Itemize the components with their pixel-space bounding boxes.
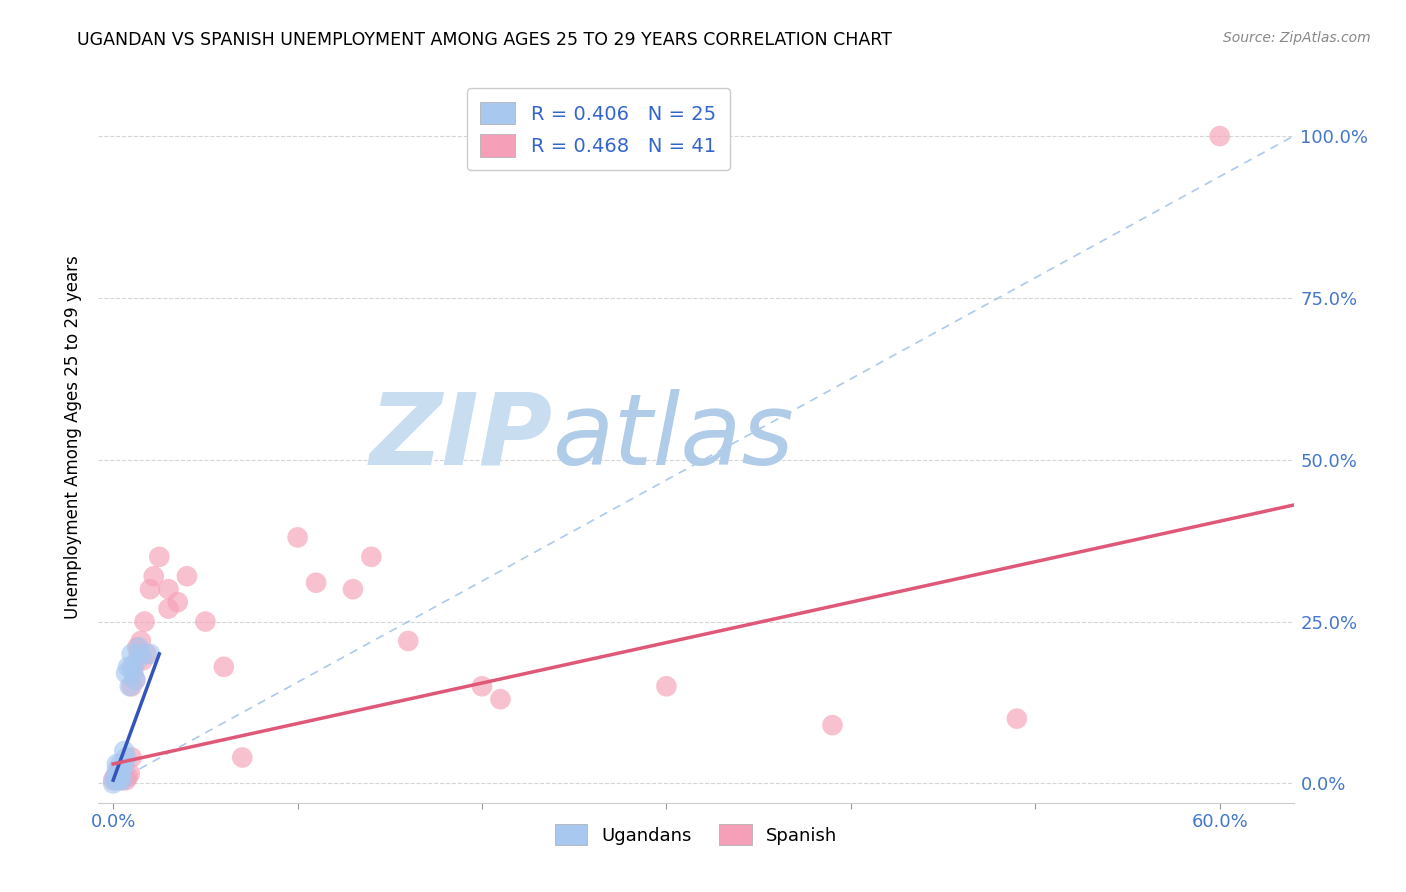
Text: Source: ZipAtlas.com: Source: ZipAtlas.com: [1223, 31, 1371, 45]
Point: [1005, 712, 1028, 726]
Point: [107, 770, 129, 784]
Point: [129, 647, 152, 661]
Point: [110, 756, 132, 771]
Point: [139, 582, 162, 597]
Point: [176, 569, 198, 583]
Point: [128, 640, 150, 655]
Point: [231, 750, 253, 764]
Point: [489, 692, 512, 706]
Point: [142, 569, 165, 583]
Point: [115, 666, 138, 681]
Point: [122, 666, 145, 681]
Point: [305, 575, 328, 590]
Point: [121, 660, 143, 674]
Point: [396, 634, 419, 648]
Point: [121, 647, 143, 661]
Point: [104, 770, 127, 784]
Point: [127, 653, 149, 667]
Point: [121, 679, 143, 693]
Text: ZIP: ZIP: [370, 389, 553, 485]
Point: [112, 770, 135, 784]
Point: [342, 582, 364, 597]
Point: [157, 601, 180, 615]
Point: [105, 756, 128, 771]
Point: [110, 770, 132, 784]
Point: [107, 773, 129, 788]
Y-axis label: Unemployment Among Ages 25 to 29 years: Unemployment Among Ages 25 to 29 years: [65, 255, 83, 619]
Point: [118, 766, 141, 780]
Point: [115, 750, 138, 764]
Point: [111, 764, 134, 778]
Point: [117, 660, 139, 674]
Point: [115, 773, 138, 788]
Point: [122, 660, 145, 674]
Point: [471, 679, 494, 693]
Point: [360, 549, 382, 564]
Point: [1209, 129, 1232, 144]
Point: [118, 679, 141, 693]
Point: [129, 634, 152, 648]
Point: [110, 766, 132, 780]
Point: [107, 764, 129, 778]
Point: [134, 615, 156, 629]
Point: [127, 640, 149, 655]
Point: [135, 647, 157, 661]
Point: [111, 773, 134, 788]
Point: [104, 773, 127, 788]
Text: atlas: atlas: [553, 389, 794, 485]
Point: [101, 773, 124, 788]
Point: [128, 647, 150, 661]
Point: [212, 660, 235, 674]
Point: [139, 647, 162, 661]
Point: [121, 750, 143, 764]
Point: [148, 549, 170, 564]
Point: [112, 744, 135, 758]
Point: [101, 776, 124, 790]
Point: [157, 582, 180, 597]
Point: [287, 530, 309, 544]
Point: [105, 764, 128, 778]
Legend: Ugandans, Spanish: Ugandans, Spanish: [547, 817, 845, 852]
Point: [117, 770, 139, 784]
Point: [131, 653, 153, 667]
Point: [124, 673, 146, 687]
Point: [194, 615, 217, 629]
Point: [111, 773, 134, 788]
Point: [105, 773, 128, 788]
Point: [104, 770, 127, 784]
Point: [112, 756, 135, 771]
Point: [655, 679, 678, 693]
Point: [166, 595, 188, 609]
Point: [821, 718, 844, 732]
Text: UGANDAN VS SPANISH UNEMPLOYMENT AMONG AGES 25 TO 29 YEARS CORRELATION CHART: UGANDAN VS SPANISH UNEMPLOYMENT AMONG AG…: [77, 31, 893, 49]
Point: [124, 673, 146, 687]
